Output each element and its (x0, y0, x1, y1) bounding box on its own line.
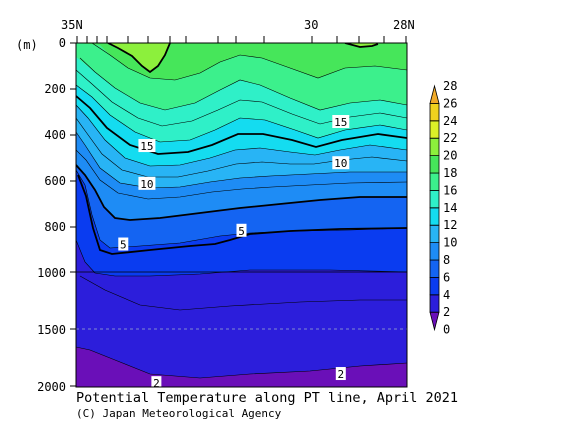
contour-label: 15 (138, 139, 156, 153)
band-20-22 (110, 43, 170, 72)
contour-18 (79, 57, 407, 111)
y-tick-label: 400 (44, 128, 66, 142)
contour-10 (76, 164, 407, 221)
colorbar-swatch (429, 224, 440, 243)
contour-3 (79, 275, 407, 311)
colorbar-level-label: 0 (443, 323, 450, 337)
contour-4 (76, 239, 407, 277)
colorbar-swatch (429, 207, 440, 226)
contour-labels: 15 15 10 10 5 5 2 2 (118, 115, 350, 390)
y-tick-label: 800 (44, 220, 66, 234)
contour-15 (76, 95, 407, 155)
contour-5 (77, 174, 407, 255)
contour-label-text: 10 (140, 178, 153, 191)
y-tick-label: 2000 (37, 380, 66, 394)
contour-label-text: 5 (120, 239, 127, 252)
x-tick-label: 30 (304, 18, 318, 32)
contour-12 (76, 131, 407, 189)
colorbar-level-label: 6 (443, 270, 450, 284)
colorbar-swatch (429, 84, 440, 104)
colorbar-level-label: 24 (443, 114, 457, 128)
chart-title: Potential Temperature along PT line, Apr… (76, 390, 459, 406)
colorbar-swatch (429, 242, 440, 261)
plot-frame (75, 42, 408, 388)
y-unit-label: (m) (16, 38, 38, 52)
colorbar-level-label: 14 (443, 201, 457, 215)
x-tick-label: 28N (393, 18, 415, 32)
contour-label: 2 (151, 376, 162, 390)
colorbar-swatch (429, 137, 440, 156)
contour-label-text: 2 (153, 377, 160, 390)
station-ticks (76, 36, 407, 43)
y-tick-label: 1500 (37, 323, 66, 337)
contour-label-text: 15 (334, 116, 347, 129)
colorbar-level-label: 8 (443, 253, 450, 267)
contour-label-text: 5 (238, 225, 245, 238)
contour-16 (76, 84, 407, 143)
colorbar-level-label: 10 (443, 236, 457, 250)
contour-label: 5 (118, 237, 129, 252)
colorbar-level-label: 26 (443, 96, 457, 110)
contour-11 (76, 149, 407, 200)
colorbar-level-label: 16 (443, 183, 457, 197)
contour-label: 10 (138, 176, 156, 191)
colorbar-level-label: 2 (443, 305, 450, 319)
contour-label: 2 (335, 367, 346, 381)
colorbar-level-label: 20 (443, 149, 457, 163)
y-tick-label: 600 (44, 174, 66, 188)
contour-14 (76, 104, 407, 167)
colorbar-swatch (429, 277, 440, 296)
contour-label: 10 (332, 156, 350, 170)
colorbar-swatch (429, 155, 440, 174)
colorbar-swatch (429, 259, 440, 278)
y-tick-label: 1000 (37, 266, 66, 280)
contour-20 (107, 43, 171, 74)
colorbar-swatch (429, 103, 440, 122)
chart-credit: (C) Japan Meteorological Agency (76, 407, 282, 420)
contour-lines (76, 43, 407, 379)
y-axis: 0 200 400 600 800 1000 1500 2000 (37, 36, 76, 394)
colorbar-level-label: 22 (443, 131, 457, 145)
colorbar-swatch (429, 172, 440, 191)
contour-20-south (344, 43, 379, 48)
colorbar-level-label: 4 (443, 288, 450, 302)
y-tick-label: 200 (44, 82, 66, 96)
contour-label-text: 2 (337, 368, 344, 381)
contour-19 (91, 43, 407, 81)
contour-fill-layers (76, 43, 407, 387)
x-tick-label: 35N (61, 18, 83, 32)
y-tick-label: 0 (59, 36, 66, 50)
colorbar-swatch (429, 311, 440, 332)
colorbar-level-label: 28 (443, 79, 457, 93)
colorbar-level-label: 18 (443, 166, 457, 180)
contour-label: 5 (236, 223, 247, 238)
colorbar-swatch (429, 190, 440, 209)
colorbar-level-label: 12 (443, 218, 457, 232)
contour-label-text: 15 (140, 140, 153, 153)
contour-label-text: 10 (334, 157, 347, 170)
contour-label: 15 (332, 115, 350, 129)
colorbar-swatch (429, 294, 440, 313)
colorbar-swatch (429, 120, 440, 139)
